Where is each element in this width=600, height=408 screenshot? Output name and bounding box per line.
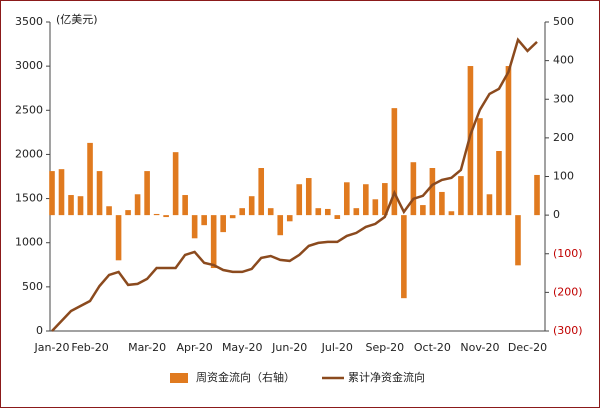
x-tick-label: Dec-20	[508, 341, 547, 354]
bar	[286, 215, 293, 222]
y2-tick-label: 200	[553, 131, 574, 144]
bar	[429, 168, 436, 216]
y2-tick-label: 500	[553, 15, 574, 28]
y-tick-label: 500	[22, 280, 43, 293]
legend-label: 周资金流向（右轴）	[196, 370, 295, 384]
bar	[486, 194, 493, 216]
bar	[277, 215, 284, 236]
bar	[505, 66, 512, 216]
bar	[324, 208, 331, 216]
bar	[248, 196, 255, 216]
bar	[515, 215, 521, 266]
bar	[182, 195, 188, 216]
x-tick-label: Jun-20	[271, 341, 307, 354]
bar	[534, 174, 540, 216]
line	[51, 37, 538, 332]
bar	[134, 194, 141, 216]
bar	[77, 196, 84, 216]
bar	[96, 171, 103, 216]
bar	[458, 176, 464, 216]
bar	[363, 184, 369, 216]
bar	[477, 118, 483, 216]
y-tick-label: 3000	[15, 59, 43, 72]
bar	[448, 211, 455, 216]
bar	[153, 213, 160, 216]
x-tick-label: Jul-20	[321, 341, 353, 354]
y2-tick-label: 100	[553, 170, 574, 183]
bar	[58, 169, 65, 216]
bar	[210, 215, 217, 269]
bar	[267, 208, 274, 216]
bar	[144, 171, 150, 216]
legend-label: 累计净资金流向	[348, 370, 425, 384]
x-tick-label: Apr-20	[176, 341, 212, 354]
bar	[353, 208, 360, 216]
bar	[410, 162, 417, 216]
bar	[372, 199, 379, 216]
y-tick-label: 1500	[15, 192, 43, 205]
bar	[87, 142, 93, 216]
bar	[106, 206, 112, 216]
bar	[258, 168, 265, 216]
y2-tick-label: 400	[553, 54, 574, 67]
y-tick-label: 2000	[15, 147, 43, 160]
y-tick-label: 3500	[15, 15, 43, 28]
bar	[68, 195, 74, 216]
y2-tick-label: (200)	[553, 285, 583, 298]
x-tick-label: Sep-20	[365, 341, 404, 354]
bar	[229, 215, 236, 219]
bar	[439, 191, 445, 216]
y2-tick-label: 300	[553, 92, 574, 105]
y-tick-label: 1000	[15, 236, 43, 249]
x-tick-label: Oct-20	[414, 341, 451, 354]
bar	[496, 151, 502, 216]
bar	[201, 215, 207, 226]
y-tick-label: 2500	[15, 103, 43, 116]
bar	[420, 205, 426, 216]
x-tick-label: May-20	[222, 341, 263, 354]
bar	[163, 215, 169, 218]
bar	[220, 215, 226, 233]
bar	[191, 215, 198, 239]
bar	[382, 183, 388, 216]
bar	[296, 184, 303, 216]
bar	[467, 66, 474, 216]
bar	[115, 215, 122, 261]
y2-tick-label: 0	[553, 208, 560, 221]
bar	[391, 108, 398, 216]
bar	[172, 152, 179, 216]
y2-tick-label: (300)	[553, 324, 583, 337]
x-tick-label: Jan-20	[34, 341, 70, 354]
bar	[334, 215, 341, 219]
x-tick-label: Feb-20	[71, 341, 108, 354]
bar	[401, 215, 407, 299]
y2-tick-label: (100)	[553, 247, 583, 260]
y-tick-label: 0	[36, 324, 43, 337]
x-tick-label: Mar-20	[128, 341, 166, 354]
x-tick-label: Nov-20	[460, 341, 499, 354]
bar	[344, 182, 350, 216]
bar	[305, 178, 312, 216]
bar	[239, 208, 245, 216]
legend-swatch	[170, 373, 188, 383]
bar	[125, 210, 131, 216]
bar	[49, 171, 55, 216]
bar	[315, 208, 322, 216]
unit-label: (亿美元)	[56, 13, 98, 26]
